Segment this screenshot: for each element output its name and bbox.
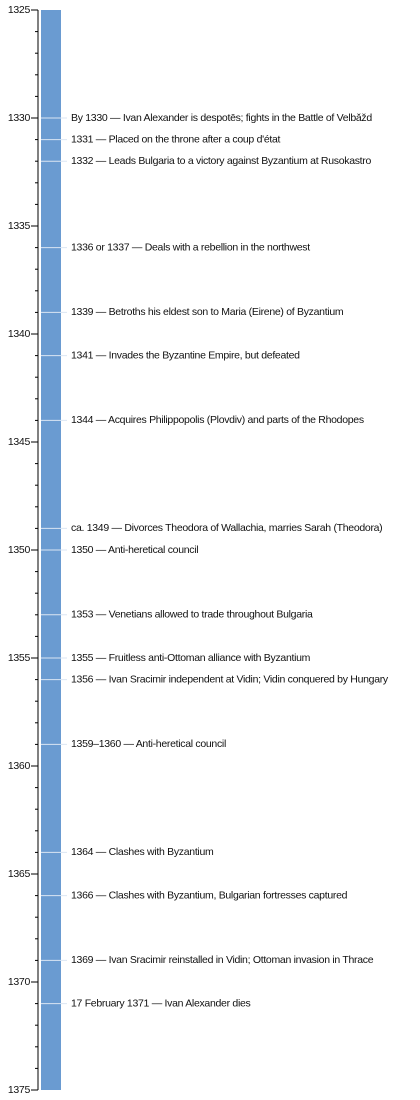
event-label: 1366 — Clashes with Byzantium, Bulgarian…	[71, 889, 348, 901]
event-label: 1332 — Leads Bulgaria to a victory again…	[71, 155, 371, 167]
event-label: 1369 — Ivan Sracimir reinstalled in Vidi…	[71, 954, 374, 966]
y-tick-label: 1350	[8, 544, 31, 556]
y-tick-label: 1325	[8, 4, 31, 16]
event-label: ca. 1349 — Divorces Theodora of Wallachi…	[71, 522, 382, 534]
y-tick-label: 1370	[8, 976, 31, 988]
event-label: 1350 — Anti-heretical council	[71, 544, 198, 556]
y-tick-label: 1335	[8, 220, 31, 232]
event-label: 1331 — Placed on the throne after a coup…	[71, 133, 281, 145]
y-tick-label: 1345	[8, 436, 31, 448]
event-label: 1336 or 1337 — Deals with a rebellion in…	[71, 241, 310, 253]
event-label: 1364 — Clashes with Byzantium	[71, 846, 214, 858]
y-tick-label: 1340	[8, 328, 31, 340]
y-tick-label: 1330	[8, 112, 31, 124]
event-label: 1344 — Acquires Philippopolis (Plovdiv) …	[71, 414, 364, 426]
event-label: 1355 — Fruitless anti-Ottoman alliance w…	[71, 652, 311, 664]
event-label: 1341 — Invades the Byzantine Empire, but…	[71, 349, 300, 361]
y-tick-label: 1355	[8, 652, 31, 664]
event-label: 1356 — Ivan Sracimir independent at Vidi…	[71, 673, 389, 685]
y-tick-label: 1365	[8, 868, 31, 880]
event-label: 17 February 1371 — Ivan Alexander dies	[71, 997, 251, 1009]
y-tick-label: 1360	[8, 760, 31, 772]
event-label: 1353 — Venetians allowed to trade throug…	[71, 609, 313, 621]
y-tick-label: 1375	[8, 1084, 31, 1096]
event-label: 1359–1360 — Anti-heretical council	[71, 738, 226, 750]
event-label: 1339 — Betroths his eldest son to Maria …	[71, 306, 344, 318]
event-label: By 1330 — Ivan Alexander is despotēs; fi…	[71, 112, 372, 124]
